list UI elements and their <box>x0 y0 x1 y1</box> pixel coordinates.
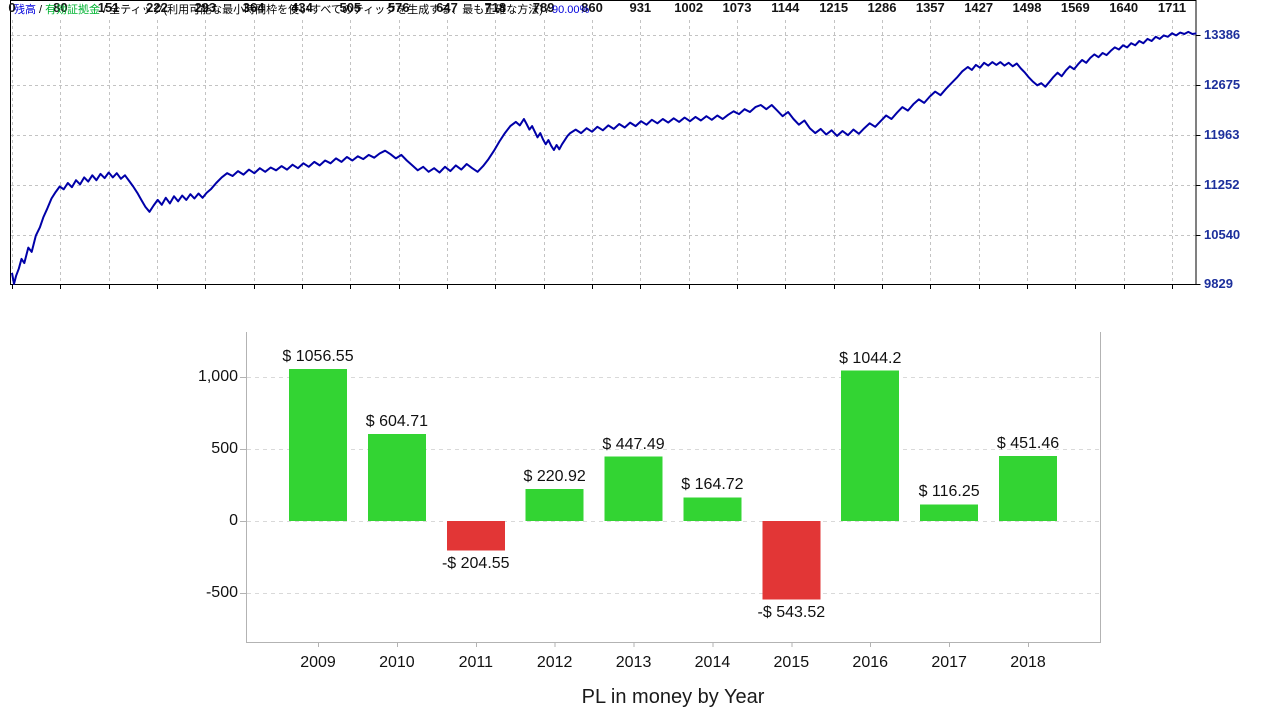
header-separator: / <box>545 4 549 16</box>
bar-y-tick-label: -500 <box>205 584 238 601</box>
equity-y-tick-label: 12675 <box>1204 77 1241 92</box>
bar-value-label: $ 604.71 <box>365 412 429 430</box>
bar-value-label: $ 447.49 <box>602 435 665 453</box>
balance-curve-line <box>11 30 1197 285</box>
equity-x-tick-label: 1286 <box>867 0 897 15</box>
bar-value-label: $ 220.92 <box>523 468 586 486</box>
bar-2011 <box>446 521 505 551</box>
balance-legend-label: 残高 <box>14 4 36 16</box>
modeling-method-label: 全ティック(利用可能な最小時間枠を使いすべてのティックを生成する、最も正確な方法… <box>109 4 543 16</box>
equity-x-tick-label: 1711 <box>1157 0 1187 15</box>
equity-x-tick-label: 364 <box>242 0 265 15</box>
bar-year-label: 2014 <box>694 654 731 671</box>
bar-2018 <box>999 456 1057 521</box>
equity-x-tick-label: 1215 <box>819 0 849 15</box>
bar-2017 <box>920 504 979 521</box>
bar-year-label: 2013 <box>615 654 652 671</box>
bar-y-tick-label: 500 <box>211 440 238 457</box>
bar-year-label: 2010 <box>379 654 415 671</box>
equity-x-tick-label: 1144 <box>771 0 800 15</box>
equity-y-tick-label: 10540 <box>1204 227 1241 242</box>
bar-year-label: 2018 <box>1010 654 1046 671</box>
equity-y-tick-label: 11252 <box>1204 177 1240 192</box>
bar-2012 <box>525 489 584 521</box>
equity-x-tick-label: 293 <box>194 0 217 15</box>
bar-value-label: $ 1056.55 <box>282 347 354 365</box>
equity-x-tick-label: 1498 <box>1012 0 1042 15</box>
equity-x-tick-label: 576 <box>387 0 410 15</box>
equity-x-tick-label: 1569 <box>1060 0 1090 15</box>
bar-2010 <box>367 433 426 521</box>
equity-legend-label: 有効証拠金 <box>45 4 101 16</box>
equity-x-tick-label: 1427 <box>964 0 994 15</box>
equity-header: 残高 / 有効証拠金 / 全ティック(利用可能な最小時間枠を使いすべてのティックを生成す… <box>14 4 589 17</box>
modeling-quality-value: 90.00% <box>551 4 590 16</box>
bar-value-label: $ 164.72 <box>681 476 744 494</box>
bar-year-label: 2012 <box>536 654 573 671</box>
header-separator: / <box>39 4 43 16</box>
equity-x-tick-label: 647 <box>436 0 458 15</box>
equity-y-tick-label: 11963 <box>1204 127 1240 142</box>
bar-value-label: -$ 204.55 <box>441 555 510 573</box>
bar-value-label: $ 1044.2 <box>839 349 902 367</box>
equity-x-tick-label: 1002 <box>674 0 704 15</box>
equity-curve-svg <box>10 0 1201 289</box>
bar-2009 <box>289 368 347 521</box>
equity-x-tick-label: 434 <box>291 0 313 15</box>
bar-value-label: $ 451.46 <box>996 434 1060 452</box>
equity-x-tick-label: 931 <box>629 0 652 15</box>
header-separator: / <box>103 4 107 16</box>
equity-x-tick-label: 1640 <box>1109 0 1139 15</box>
equity-x-tick-label: 1073 <box>722 0 752 15</box>
bar-2014 <box>683 497 742 521</box>
equity-plot-border <box>10 0 1197 285</box>
equity-x-tick-label: 789 <box>532 0 555 15</box>
bar-value-label: $ 116.25 <box>918 483 980 501</box>
equity-x-tick-label: 151 <box>97 0 120 15</box>
equity-x-tick-label: 0 <box>8 0 16 15</box>
bar-year-label: 2011 <box>458 654 493 671</box>
bar-year-label: 2009 <box>300 654 336 671</box>
bar-y-tick-label: 0 <box>229 512 238 529</box>
bar-2013 <box>604 456 663 521</box>
equity-x-tick-label: 505 <box>339 0 362 15</box>
equity-x-tick-label: 222 <box>146 0 168 15</box>
equity-x-tick-label: 1357 <box>915 0 945 15</box>
bar-2015 <box>762 521 821 600</box>
equity-y-tick-label: 9829 <box>1204 276 1233 291</box>
equity-x-tick-label: 718 <box>484 0 507 15</box>
bar-y-tick-label: 1,000 <box>197 368 238 385</box>
equity-x-tick-label: 860 <box>581 0 603 15</box>
pl-bar-chart-svg <box>240 332 1101 647</box>
bar-year-label: 2016 <box>852 654 889 671</box>
bar-year-label: 2017 <box>931 654 967 671</box>
bar-chart-title: PL in money by Year <box>581 686 765 708</box>
bar-value-label: -$ 543.52 <box>757 604 826 622</box>
equity-x-tick-label: 80 <box>53 0 68 15</box>
bar-2016 <box>841 370 900 521</box>
bar-year-label: 2015 <box>773 654 810 671</box>
equity-y-tick-label: 13386 <box>1204 27 1241 42</box>
